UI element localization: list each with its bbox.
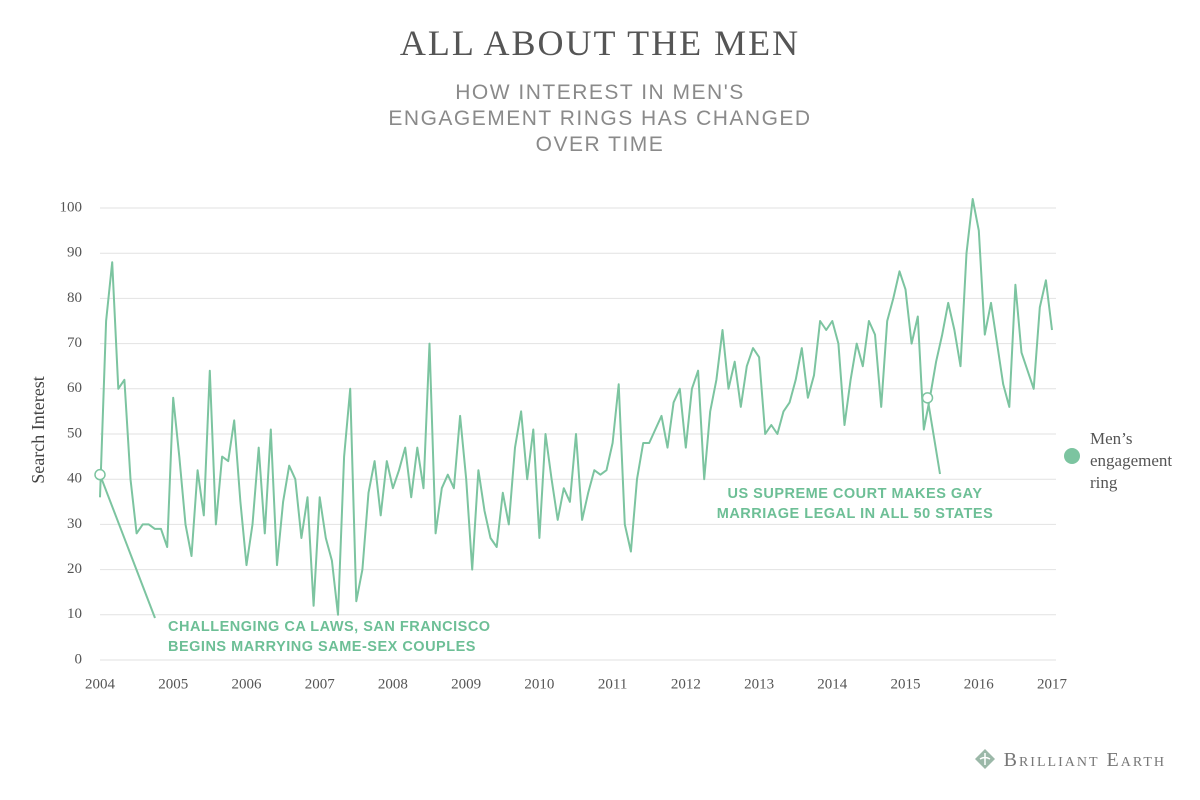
- legend-marker: [1064, 448, 1080, 464]
- annotation-text: US SUPREME COURT MAKES GAY: [728, 486, 983, 502]
- y-axis-label: Search Interest: [28, 376, 48, 483]
- y-tick-label: 20: [67, 561, 82, 577]
- annotation-leader: [99, 474, 156, 619]
- x-tick-label: 2008: [378, 676, 408, 692]
- brand-name: Brilliant Earth: [1003, 749, 1166, 771]
- x-tick-label: 2016: [964, 676, 995, 692]
- x-tick-label: 2015: [891, 676, 921, 692]
- brand-icon: [974, 749, 995, 769]
- annotation-marker: [921, 392, 934, 404]
- x-tick-label: 2013: [744, 676, 774, 692]
- y-tick-label: 50: [67, 425, 82, 441]
- y-tick-label: 100: [60, 199, 83, 215]
- y-tick-label: 30: [67, 516, 82, 532]
- x-tick-label: 2017: [1037, 676, 1068, 692]
- y-tick-label: 10: [67, 606, 82, 622]
- x-tick-label: 2005: [158, 676, 188, 692]
- y-tick-label: 90: [67, 245, 82, 261]
- y-tick-label: 0: [75, 651, 83, 667]
- y-tick-label: 60: [67, 380, 82, 396]
- annotation-text: BEGINS MARRYING SAME-SEX COUPLES: [168, 639, 476, 655]
- legend: Men’s engagement ring: [1064, 428, 1190, 494]
- y-tick-label: 80: [67, 290, 82, 306]
- x-tick-label: 2012: [671, 676, 701, 692]
- y-tick-label: 40: [67, 471, 82, 487]
- x-tick-label: 2007: [305, 676, 336, 692]
- annotation-text: CHALLENGING CA LAWS, SAN FRANCISCO: [168, 619, 491, 635]
- x-tick-label: 2006: [231, 676, 262, 692]
- x-tick-label: 2004: [85, 676, 116, 692]
- chart-subtitle: HOW INTEREST IN MEN'S ENGAGEMENT RINGS H…: [388, 81, 812, 156]
- annotation-leader: [926, 397, 941, 475]
- x-tick-label: 2011: [598, 676, 627, 692]
- brand-logo: Brilliant Earth: [974, 748, 1166, 772]
- legend-label: Men’s engagement ring: [1090, 429, 1173, 492]
- x-tick-label: 2009: [451, 676, 481, 692]
- x-tick-label: 2010: [524, 676, 554, 692]
- data-line: [99, 198, 1053, 616]
- x-tick-label: 2014: [817, 676, 848, 692]
- annotation-text: MARRIAGE LEGAL IN ALL 50 STATES: [717, 506, 994, 522]
- annotation-marker: [94, 468, 106, 481]
- y-tick-label: 70: [67, 335, 82, 351]
- chart-title: ALL ABOUT THE MEN: [399, 23, 801, 63]
